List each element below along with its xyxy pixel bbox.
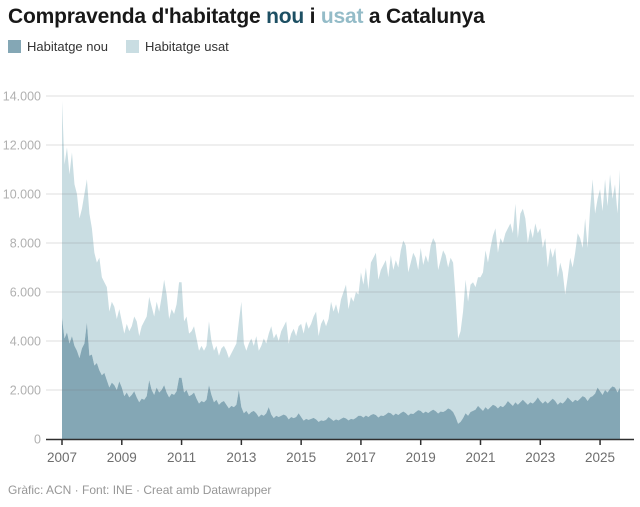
y-axis-label-2000: 2.000: [10, 384, 41, 398]
legend-item-habitatge-usat: Habitatge usat: [125, 39, 229, 54]
y-axis-label-10000: 10.000: [3, 188, 41, 202]
chart-title: Compravenda d'habitatge nou i usat a Cat…: [8, 4, 632, 30]
y-axis-label-14000: 14.000: [3, 90, 41, 104]
x-axis-label-2025: 2025: [585, 450, 615, 465]
legend-label-nou: Habitatge nou: [27, 39, 108, 54]
legend-item-habitatge-nou: Habitatge nou: [8, 39, 108, 54]
attribution-footer: Gràfic: ACN · Font: INE · Creat amb Data…: [8, 483, 272, 497]
legend-swatch-usat: [125, 40, 139, 53]
legend: Habitatge nou Habitatge usat: [8, 39, 247, 54]
y-axis-label-6000: 6.000: [10, 286, 41, 300]
x-axis-label-2021: 2021: [465, 450, 495, 465]
title-text-2: i: [303, 5, 321, 28]
x-axis-label-2019: 2019: [406, 450, 436, 465]
x-axis-label-2015: 2015: [286, 450, 316, 465]
y-axis-label-4000: 4.000: [10, 335, 41, 349]
legend-label-usat: Habitatge usat: [144, 39, 229, 54]
x-axis-label-2011: 2011: [167, 450, 196, 465]
stacked-area-chart[interactable]: 0 2.000 4.000 6.000 8.000 10.000 12.000 14.000 2…: [0, 84, 640, 480]
area-habitatge-nou[interactable]: [62, 317, 620, 439]
title-nou-highlight: nou: [266, 5, 304, 28]
y-axis-label-8000: 8.000: [10, 237, 41, 251]
y-axis-label-0: 0: [34, 433, 41, 447]
title-usat-highlight: usat: [320, 5, 364, 28]
legend-swatch-nou: [8, 40, 21, 53]
x-axis-label-2007: 2007: [47, 450, 77, 465]
x-axis-label-2017: 2017: [346, 450, 376, 465]
title-text-1: Compravenda d'habitatge: [8, 5, 267, 28]
x-axis-label-2023: 2023: [525, 450, 555, 465]
y-axis-label-12000: 12.000: [3, 139, 41, 153]
title-text-3: a Catalunya: [363, 5, 485, 28]
area-habitatge-usat[interactable]: [62, 100, 620, 424]
x-axis-label-2013: 2013: [226, 450, 256, 465]
x-axis-label-2009: 2009: [107, 450, 137, 465]
